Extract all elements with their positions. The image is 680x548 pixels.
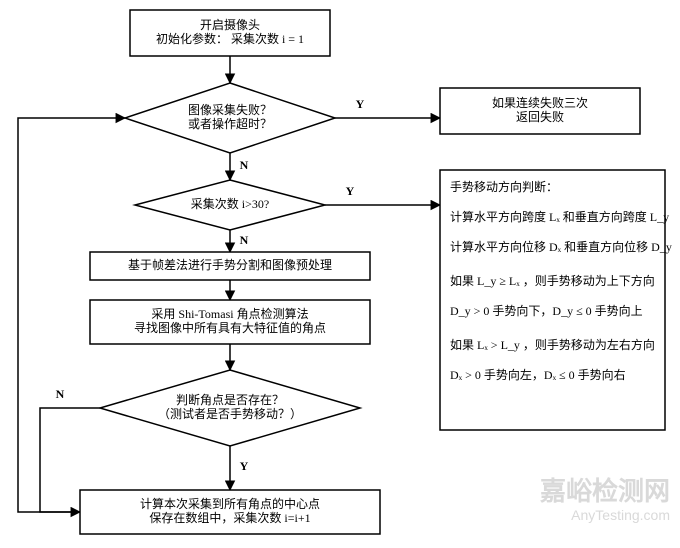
node-d2-line-0: 采集次数 i>30? — [191, 196, 269, 211]
node-start-line-1: 初始化参数： 采集次数 i = 1 — [156, 31, 304, 46]
edge-label-e1: Y — [356, 97, 365, 111]
side-line-5: Dₓ > 0 手势向左，Dₓ ≤ 0 手势向右 — [450, 367, 626, 382]
node-p3-line-1: 保存在数组中，采集次数 i=i+1 — [149, 510, 310, 525]
watermark-line1: 嘉峪检测网 — [540, 476, 670, 506]
side-line-4: 如果 Lₓ > L_y ，则手势移动为左右方向 — [450, 337, 655, 352]
node-d1-line-0: 图像采集失败？ — [188, 102, 272, 117]
side-line-3: D_y > 0 手势向下，D_y ≤ 0 手势向上 — [450, 303, 643, 318]
node-d1: 图像采集失败？或者操作超时？ — [125, 83, 335, 153]
side-title: 手势移动方向判断： — [450, 179, 558, 194]
node-side: 手势移动方向判断： 计算水平方向跨度 Lₓ 和垂直方向跨度 L_y 计算水平方向位移… — [440, 170, 672, 430]
node-d3-line-1: （测试者是否手势移动？） — [158, 406, 302, 421]
edge-label-e2: N — [240, 158, 249, 172]
edge-label-e7: Y — [240, 459, 249, 473]
node-p1-line-0: 基于帧差法进行手势分割和图像预处理 — [128, 257, 332, 272]
node-p2: 采用 Shi-Tomasi 角点检测算法寻找图像中所有具有大特征值的角点 — [90, 300, 370, 344]
node-p2-line-0: 采用 Shi-Tomasi 角点检测算法 — [151, 306, 308, 321]
node-d2: 采集次数 i>30? — [135, 180, 325, 230]
node-fail-line-0: 如果连续失败三次 — [492, 95, 588, 110]
node-fail-line-1: 返回失败 — [516, 109, 564, 124]
node-d1-line-1: 或者操作超时？ — [188, 116, 272, 131]
node-start-line-0: 开启摄像头 — [200, 17, 260, 32]
edge-label-e4: N — [240, 233, 249, 247]
node-p3: 计算本次采集到所有角点的中心点保存在数组中，采集次数 i=i+1 — [80, 490, 380, 534]
edge-label-e8: N — [56, 387, 65, 401]
side-line-1: 计算水平方向位移 Dₓ 和垂直方向位移 D_y — [450, 239, 672, 254]
node-p2-line-1: 寻找图像中所有具有大特征值的角点 — [134, 320, 326, 335]
node-p3-line-0: 计算本次采集到所有角点的中心点 — [140, 496, 320, 511]
node-start: 开启摄像头初始化参数： 采集次数 i = 1 — [130, 10, 330, 56]
node-p1: 基于帧差法进行手势分割和图像预处理 — [90, 252, 370, 280]
node-d3-line-0: 判断角点是否存在？ — [176, 392, 284, 407]
watermark-line2: AnyTesting.com — [571, 507, 670, 523]
edge-label-e3: Y — [346, 184, 355, 198]
node-d3: 判断角点是否存在？（测试者是否手势移动？） — [100, 370, 360, 446]
side-line-2: 如果 L_y ≥ Lₓ ，则手势移动为上下方向 — [450, 273, 655, 288]
side-line-0: 计算水平方向跨度 Lₓ 和垂直方向跨度 L_y — [450, 209, 669, 224]
node-fail: 如果连续失败三次返回失败 — [440, 88, 640, 134]
